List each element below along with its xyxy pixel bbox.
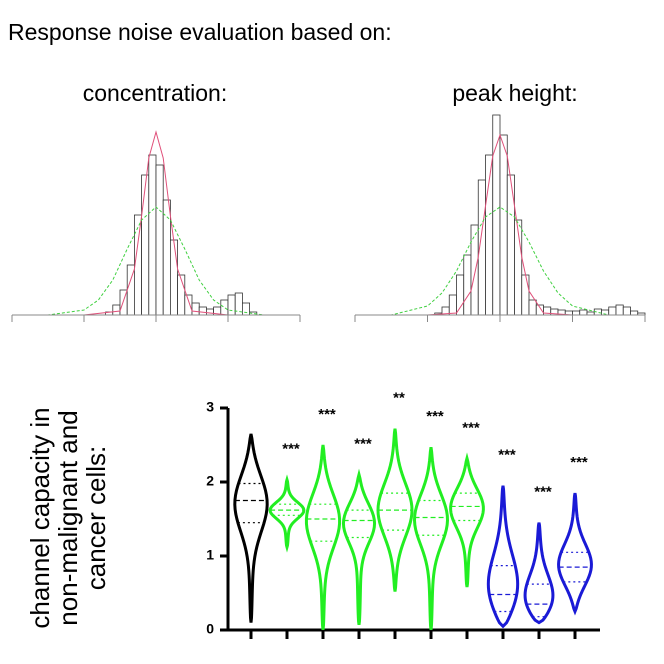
chart-title: peak height: bbox=[452, 80, 577, 106]
significance-label: *** bbox=[318, 406, 336, 423]
significance-label: *** bbox=[498, 447, 516, 464]
significance-label: *** bbox=[426, 408, 444, 425]
histogram-bar bbox=[169, 239, 178, 316]
violin bbox=[449, 452, 485, 588]
histogram-bar bbox=[241, 302, 250, 316]
histogram-bar bbox=[499, 134, 508, 316]
histogram-bar bbox=[608, 306, 617, 316]
y-axis-label: channel capacity innon-malignant andcanc… bbox=[25, 407, 111, 628]
violin bbox=[413, 447, 449, 631]
histogram-bar bbox=[205, 308, 214, 316]
fit-curve bbox=[355, 206, 645, 316]
histogram-bar bbox=[535, 304, 544, 316]
histogram-bar bbox=[622, 306, 631, 316]
histogram-bar bbox=[579, 309, 588, 316]
histogram-bar bbox=[615, 304, 624, 316]
histogram-bar bbox=[112, 304, 121, 316]
histogram-bar bbox=[155, 164, 164, 316]
histogram-bar bbox=[521, 274, 530, 316]
y-tick-label: 0 bbox=[206, 621, 214, 637]
histogram-bar bbox=[191, 302, 200, 316]
histogram-bar bbox=[528, 299, 537, 316]
significance-label: *** bbox=[354, 436, 372, 453]
violin bbox=[304, 444, 342, 631]
histogram-bar bbox=[463, 254, 472, 316]
histogram-bar bbox=[141, 174, 150, 316]
y-tick-label: 2 bbox=[206, 473, 214, 489]
fit-curve bbox=[355, 133, 645, 316]
histogram-bar bbox=[198, 306, 207, 316]
violin bbox=[341, 468, 377, 626]
violin bbox=[233, 433, 269, 623]
histogram-bar bbox=[133, 214, 142, 316]
significance-label: *** bbox=[462, 419, 480, 436]
violin bbox=[523, 522, 555, 625]
significance-label: *** bbox=[570, 454, 588, 471]
histogram-bar bbox=[220, 299, 229, 316]
y-axis-label-line: non-malignant and bbox=[53, 410, 83, 625]
violin bbox=[557, 492, 593, 616]
histogram-bar bbox=[456, 274, 465, 316]
fit-curve bbox=[12, 206, 300, 316]
significance-label: *** bbox=[534, 484, 552, 501]
fit-curve bbox=[12, 130, 300, 316]
figure-title: Response noise evaluation based on: bbox=[8, 19, 392, 45]
y-axis-label-line: cancer cells: bbox=[81, 446, 111, 591]
histogram-bar bbox=[470, 224, 479, 316]
y-axis-label-line: channel capacity in bbox=[25, 407, 55, 628]
histogram-bar bbox=[148, 154, 157, 316]
violin bbox=[486, 485, 520, 629]
y-tick-label: 1 bbox=[206, 547, 214, 563]
histogram-bar bbox=[572, 310, 581, 316]
histogram-bar bbox=[448, 294, 457, 316]
histogram-bar bbox=[630, 310, 639, 316]
chart-title: concentration: bbox=[83, 80, 227, 106]
significance-label: ** bbox=[393, 390, 405, 407]
histogram-bar bbox=[227, 294, 236, 316]
histogram-bar bbox=[184, 294, 193, 316]
significance-label: *** bbox=[282, 441, 300, 458]
violin bbox=[268, 474, 306, 553]
y-tick-label: 3 bbox=[206, 399, 214, 415]
